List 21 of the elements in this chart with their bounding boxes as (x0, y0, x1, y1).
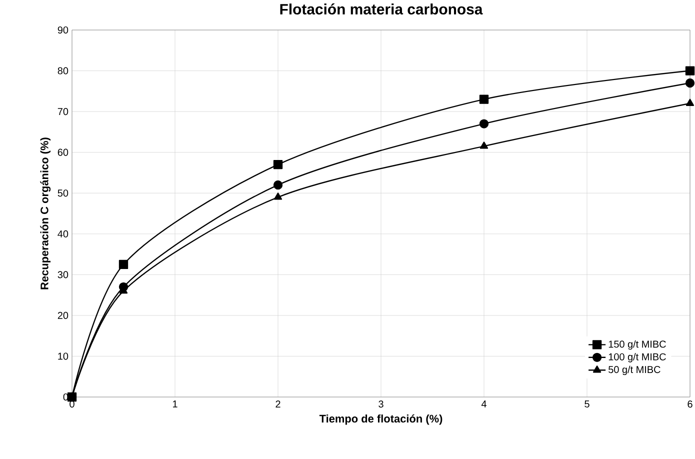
chart-title: Flotación materia carbonosa (280, 3, 483, 15)
y-tick-label: 80 (58, 67, 68, 74)
y-tick-label: 10 (58, 352, 68, 360)
x-tick-label: 5 (584, 400, 590, 408)
legend-label: 50 g/t MIBC (608, 366, 660, 376)
x-tick-label: 4 (481, 400, 486, 408)
y-tick-label: 70 (58, 108, 68, 116)
legend-label: 150 g/t MIBC (608, 340, 666, 350)
y-tick-label: 50 (58, 190, 68, 197)
y-tick-label: 90 (58, 26, 68, 34)
y-tick-label: 20 (58, 312, 68, 319)
y-tick-label: 60 (58, 148, 68, 156)
x-tick-label: 2 (276, 400, 280, 408)
x-tick-label: 6 (688, 400, 692, 408)
x-axis-title: Tiempo de flotación (%) (319, 414, 442, 425)
y-tick-label: 40 (58, 230, 68, 238)
x-tick-label: 3 (378, 400, 384, 408)
y-axis-title: Recuperación C orgánico (%) (40, 138, 51, 290)
y-tick-label: 30 (58, 271, 68, 278)
x-tick-label: 1 (172, 400, 178, 408)
legend-label: 100 g/t MIBC (608, 353, 666, 362)
